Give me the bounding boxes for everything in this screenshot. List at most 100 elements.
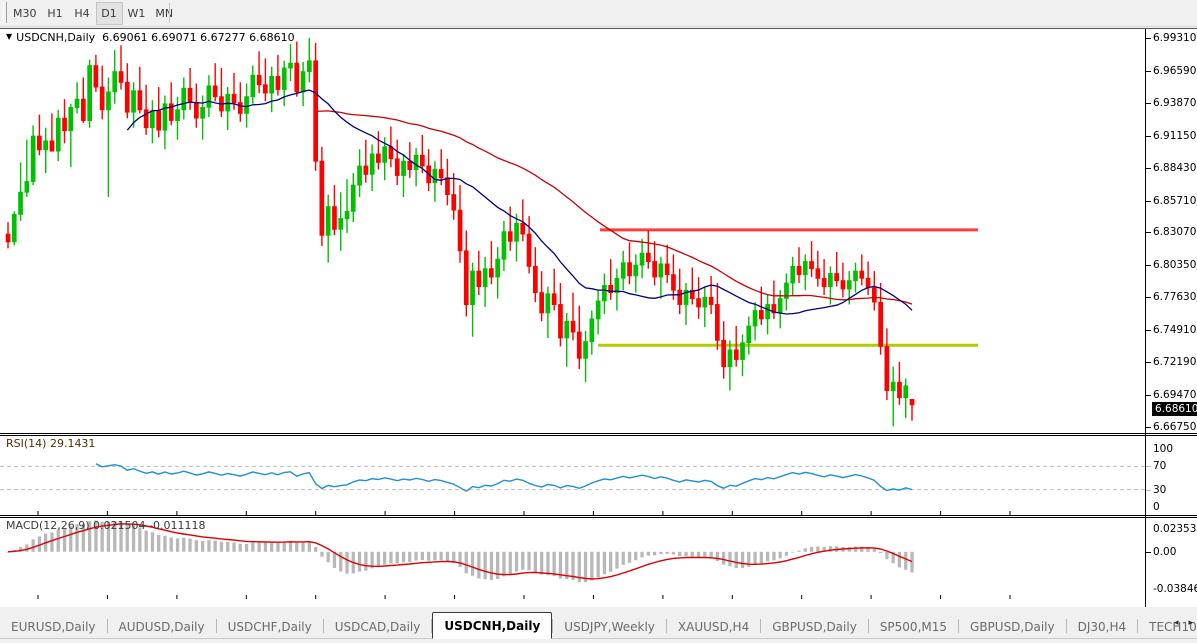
macd-histogram-bar (345, 551, 349, 574)
toolbar-drag-handle[interactable] (3, 2, 7, 23)
macd-histogram-bar (182, 537, 186, 552)
price-pane[interactable]: ▼ USDCNH,Daily 6.69061 6.69071 6.67277 6.… (0, 29, 1145, 433)
macd-histogram-bar (282, 541, 286, 552)
macd-histogram-bar (533, 551, 537, 573)
macd-histogram-bar (470, 551, 475, 576)
macd-histogram-bar (496, 551, 500, 579)
macd-histogram-bar (822, 546, 826, 552)
tab-separator (322, 618, 324, 633)
candle-body (884, 345, 890, 391)
macd-histogram-bar (621, 551, 625, 565)
macd-histogram-bar (433, 551, 437, 561)
macd-histogram-bar (427, 551, 431, 561)
candle-body (401, 160, 406, 176)
macd-pane[interactable]: MACD(12,26,9) 0.021504 -0.011118 (0, 517, 1145, 599)
candle-body (488, 268, 494, 278)
candle-body (18, 191, 23, 215)
chart-plot-area[interactable]: ▼ USDCNH,Daily 6.69061 6.69071 6.67277 6.… (0, 29, 1145, 607)
macd-histogram-bar (389, 551, 393, 564)
candle-body (451, 194, 457, 211)
macd-histogram-bar (696, 551, 701, 558)
chart-tab-sp500-m15[interactable]: SP500,M15 (869, 614, 958, 639)
candle-body (181, 87, 187, 111)
candle-body (551, 293, 557, 305)
macd-histogram-bar (226, 541, 230, 552)
candlestick-svg (5, 38, 978, 427)
price-axis[interactable]: 6.99310 6.96590 6.93870 6.91150 6.88430 6.857… (1145, 29, 1197, 620)
timeframe-button-mn[interactable]: MN (150, 2, 178, 25)
timeframe-button-w1[interactable]: W1 (123, 2, 151, 25)
tab-separator (1065, 618, 1067, 633)
macd-histogram-bar (270, 542, 274, 552)
macd-histogram-bar (860, 546, 864, 552)
candle-body (325, 206, 331, 236)
timeframe-button-h4[interactable]: H4 (69, 2, 96, 25)
macd-histogram-bar (791, 551, 795, 553)
rsi-svg (0, 463, 1145, 515)
timeframe-button-d1[interactable]: D1 (95, 2, 123, 25)
ma-fast-line (126, 89, 913, 315)
chart-tab-dj30-h4[interactable]: DJ30,H4 (1067, 614, 1138, 639)
chart-tab-usdcnh-daily[interactable]: USDCNH,Daily (432, 612, 553, 639)
chart-tab-usdjpy-weekly[interactable]: USDJPY,Weekly (553, 614, 666, 639)
rsi-axis-label: 0 (1153, 501, 1160, 513)
macd-histogram-bar (326, 551, 330, 563)
macd-histogram-bar (571, 551, 575, 580)
price-axis-label: 6.99310 (1153, 32, 1197, 44)
timeframe-label: W1 (127, 7, 146, 20)
chart-tab-gbpusd-daily[interactable]: GBPUSD,Daily (761, 614, 868, 639)
timeframe-button-m30[interactable]: M30 (8, 2, 42, 25)
candle-body (671, 274, 676, 291)
macd-svg (6, 520, 1011, 599)
rsi-pane[interactable]: RSI(14) 29.1431 (0, 435, 1145, 515)
macd-histogram-bar (244, 543, 249, 552)
timeframe-button-h1[interactable]: H1 (42, 2, 69, 25)
candle-body (740, 342, 745, 360)
candle-body (853, 270, 858, 282)
chart-tab-usdcad-daily[interactable]: USDCAD,Daily (324, 614, 432, 639)
chart-tab-tech100-h[interactable]: TECH100,H (1138, 614, 1197, 639)
chart-tab-gbpusd-daily[interactable]: GBPUSD,Daily (959, 614, 1066, 639)
candle-body (708, 296, 714, 305)
candle-body (576, 331, 582, 359)
macd-histogram-bar (94, 520, 98, 552)
macd-histogram-bar (640, 551, 644, 558)
candle-body (828, 273, 833, 288)
candle-body (281, 67, 287, 90)
tab-separator (958, 618, 960, 633)
chart-tab-label: DJ30,H4 (1077, 619, 1127, 634)
macd-histogram-bar (809, 546, 814, 552)
price-axis-label: 6.88430 (1153, 162, 1197, 174)
timeframe-label: H4 (74, 7, 90, 20)
candle-body (602, 284, 607, 302)
tabbar-rule (0, 638, 1197, 639)
chart-tab-eurusd-daily[interactable]: EURUSD,Daily (0, 614, 107, 639)
chart-tabs: EURUSD,Daily AUDUSD,Daily USDCHF,Daily USDC… (0, 612, 1197, 639)
candle-body (250, 74, 256, 98)
candle-body (388, 146, 394, 160)
macd-histogram-bar (703, 551, 707, 558)
macd-histogram-bar (521, 551, 525, 570)
macd-histogram-bar (395, 551, 399, 564)
chart-tab-usdchf-daily[interactable]: USDCHF,Daily (217, 614, 323, 639)
candle-body (37, 135, 42, 151)
candle-body (24, 181, 30, 193)
macd-histogram-bar (401, 551, 406, 563)
macd-histogram-bar (740, 551, 745, 569)
candle-body (187, 87, 193, 103)
candle-body (175, 109, 180, 122)
macd-histogram-bar (477, 551, 481, 579)
chart-tab-xauusd-h4[interactable]: XAUUSD,H4 (667, 614, 760, 639)
macd-histogram-bar (263, 542, 268, 552)
candle-body (759, 310, 764, 320)
macd-histogram-bar (766, 551, 770, 562)
macd-histogram-bar (709, 551, 713, 559)
chart-tab-audusd-daily[interactable]: AUDUSD,Daily (108, 614, 216, 639)
macd-histogram-bar (75, 524, 79, 552)
tab-scroll-right-icon[interactable]: ▸ (1188, 618, 1193, 628)
tab-scroll-left-icon[interactable]: ◂ (1173, 618, 1179, 628)
candle-body (715, 304, 720, 341)
macd-histogram-bar (828, 546, 833, 552)
price-axis-label: 6.96590 (1153, 64, 1197, 77)
chart-tab-label: USDCHF,Daily (227, 619, 312, 634)
